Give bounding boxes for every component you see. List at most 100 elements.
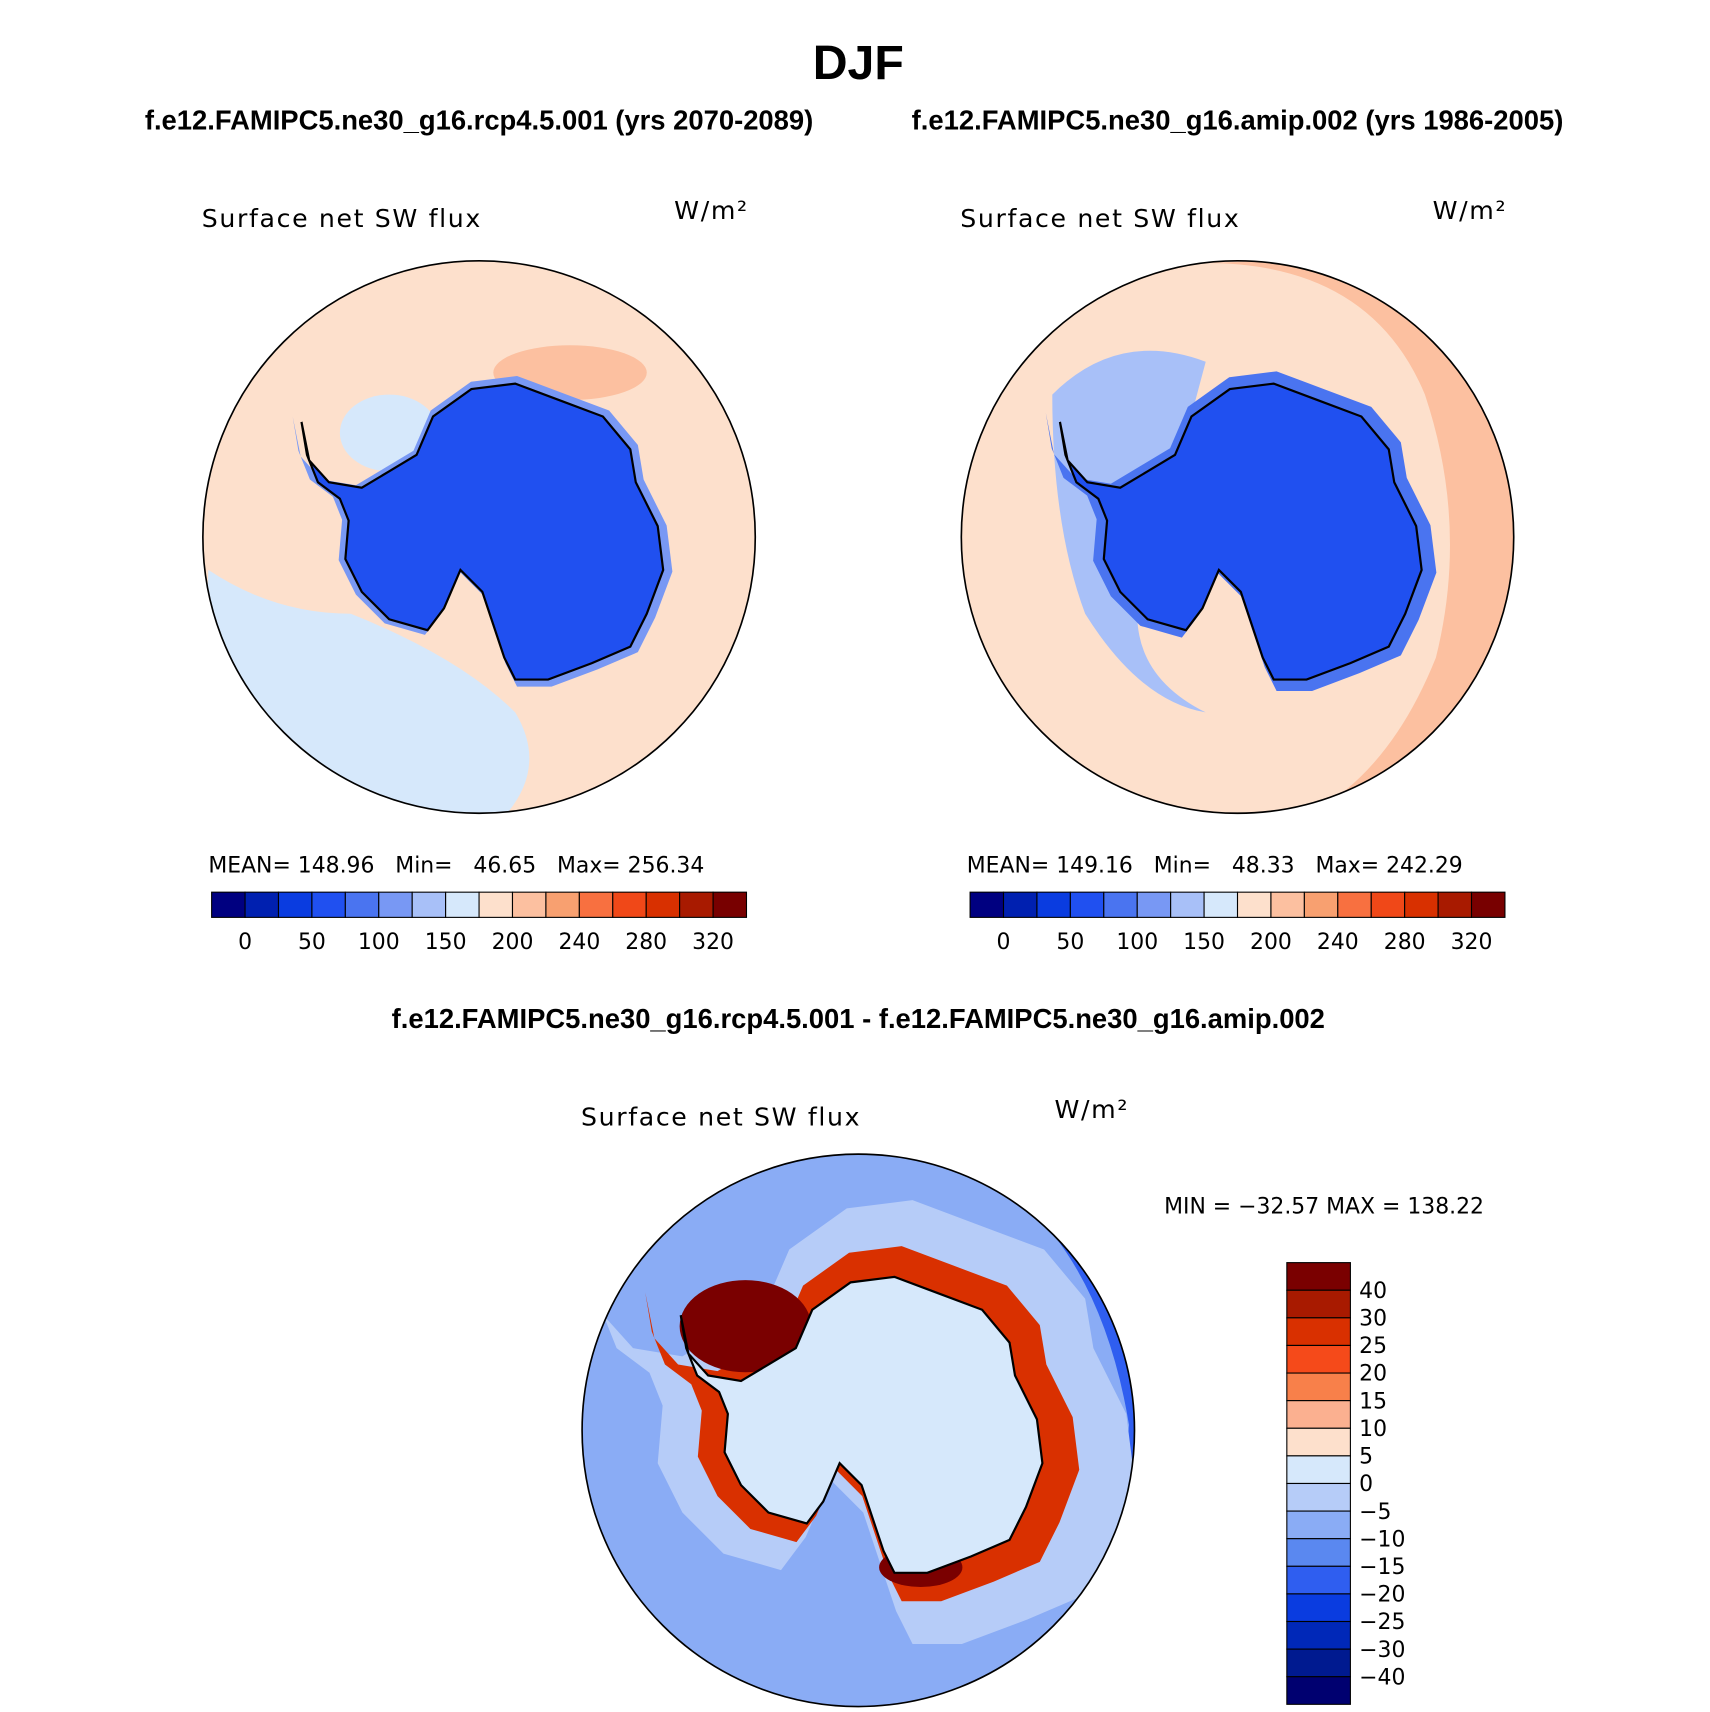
colorbar-box [344,891,380,918]
colorbar-label: 320 [1451,930,1493,955]
colorbar-label: −15 [1359,1555,1405,1580]
units: W/m² [1433,196,1508,225]
colorbar-box [578,891,614,918]
colorbar-label: −40 [1359,1665,1405,1690]
colorbar-label: 20 [1359,1362,1387,1387]
colorbar-label: 280 [1384,930,1426,955]
field-title: Surface net SW flux [581,1103,861,1132]
units: W/m² [674,196,749,225]
colorbar-box [1470,891,1506,918]
colorbar-label: 50 [1056,930,1084,955]
colorbar-label: 240 [1317,930,1359,955]
colorbar-box [1103,891,1138,918]
colorbar-box [1286,1455,1351,1485]
map [202,260,756,814]
colorbar-box [1286,1648,1351,1678]
colorbar-box [1286,1538,1351,1567]
colorbar-box [1069,891,1105,918]
colorbar-label: 320 [692,930,734,955]
colorbar-label: 200 [492,930,534,955]
field-title: Surface net SW flux [960,204,1240,233]
colorbar-box [1286,1289,1351,1319]
colorbar-box [244,891,280,918]
colorbar-label: 240 [558,930,600,955]
colorbar-box [645,891,681,918]
colorbar-label: 200 [1250,930,1292,955]
panel-header: f.e12.FAMIPC5.ne30_g16.rcp4.5.001 (yrs 2… [145,104,813,135]
colorbar-box [1437,891,1473,918]
colorbar-label: 100 [1116,930,1158,955]
colorbar-box [1286,1317,1351,1346]
colorbar-label: 150 [425,930,467,955]
colorbar-label: −5 [1359,1500,1391,1525]
colorbar-label: 25 [1359,1334,1387,1359]
colorbar-label: 30 [1359,1307,1387,1332]
colorbar-box [1136,891,1172,918]
colorbar-box [1036,891,1071,918]
colorbar-label: 40 [1359,1279,1387,1304]
colorbar-box [211,891,246,918]
colorbar-box [411,891,447,918]
colorbar-label: 5 [1359,1445,1373,1470]
colorbar-box [1286,1510,1351,1540]
colorbar-box [1303,891,1339,918]
colorbar-box [1286,1372,1351,1402]
colorbar-box [1286,1427,1351,1457]
colorbar-box [445,891,480,918]
map-border [960,260,1515,815]
colorbar-label: 0 [238,930,252,955]
colorbar-box [1286,1620,1351,1650]
colorbar-label: −20 [1359,1583,1405,1608]
colorbar-label: −30 [1359,1638,1405,1663]
map [582,1154,1135,1707]
colorbar-box [1236,891,1272,918]
map [961,260,1514,814]
colorbar-box [1286,1593,1351,1623]
panel-header: f.e12.FAMIPC5.ne30_g16.rcp4.5.001 - f.e1… [392,1003,1325,1034]
colorbar-label: 280 [625,930,667,955]
field-title: Surface net SW flux [202,204,482,233]
colorbar-label: −10 [1359,1527,1405,1552]
colorbar-box [1286,1482,1351,1512]
colorbar-label: 150 [1183,930,1225,955]
colorbar-label: −25 [1359,1610,1405,1635]
colorbar-label: 50 [298,930,326,955]
panel-header: f.e12.FAMIPC5.ne30_g16.amip.002 (yrs 198… [912,104,1564,135]
map-border [581,1153,1136,1708]
colorbar-label: 0 [997,930,1011,955]
stats: MIN = −32.57 MAX = 138.22 [1164,1194,1484,1219]
colorbar-box [1170,891,1205,918]
colorbar-box [1286,1400,1351,1429]
colorbar-label: 0 [1359,1472,1373,1497]
colorbar-box [511,891,547,918]
colorbar-box [545,891,580,918]
colorbar-box [679,891,714,918]
figure-title: DJF [813,36,904,90]
colorbar-box [1286,1565,1351,1595]
colorbar-box [1404,891,1439,918]
colorbar-box [311,891,346,918]
colorbar-label: 100 [358,930,400,955]
colorbar-box [378,891,413,918]
colorbar-box [612,891,647,918]
colorbar-box [478,891,514,918]
colorbar-box [1337,891,1372,918]
colorbar-box [1286,1262,1351,1291]
colorbar-label: 10 [1359,1417,1387,1442]
colorbar-box [1286,1676,1351,1705]
colorbar-box [277,891,313,918]
units: W/m² [1054,1095,1129,1124]
colorbar-box [1370,891,1406,918]
map-border [202,260,757,815]
colorbar-box [1002,891,1038,918]
colorbar-label: 15 [1359,1389,1387,1414]
colorbar-box [1286,1344,1351,1374]
stats: MEAN= 149.16 Min= 48.33 Max= 242.29 [967,853,1463,878]
colorbar-box [1203,891,1239,918]
colorbar-box [969,891,1005,918]
colorbar-box [1270,891,1305,918]
colorbar-box [712,891,748,918]
stats: MEAN= 148.96 Min= 46.65 Max= 256.34 [208,853,704,878]
